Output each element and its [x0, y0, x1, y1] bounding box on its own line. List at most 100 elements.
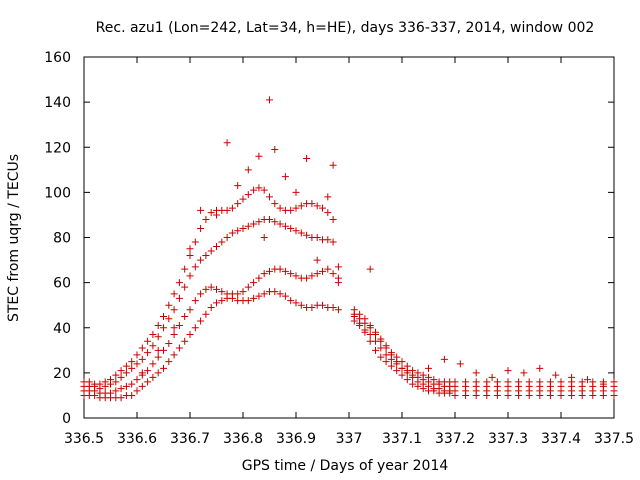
y-tick-label: 60: [53, 276, 71, 292]
data-point: [308, 272, 316, 280]
data-point: [271, 146, 279, 154]
data-point: [398, 371, 406, 379]
x-tick-label: 336.5: [64, 431, 104, 447]
x-axis: 336.5 336.6 336.7 336.8 336.9 337 337.1 337.2 33…: [64, 57, 634, 447]
data-point: [266, 193, 273, 201]
data-point: [117, 385, 125, 393]
data-point: [329, 161, 337, 169]
data-point: [324, 265, 332, 273]
data-point: [287, 206, 295, 214]
series-0: [80, 288, 618, 402]
data-point: [324, 209, 332, 217]
data-point: [154, 369, 162, 377]
data-point: [138, 344, 146, 352]
series-3: [80, 184, 618, 388]
data-point: [260, 290, 268, 298]
data-point: [128, 364, 136, 372]
data-point: [197, 224, 205, 232]
data-point: [213, 299, 220, 307]
data-point: [297, 202, 305, 210]
data-point: [334, 306, 342, 314]
data-point: [319, 267, 326, 275]
data-point: [393, 360, 401, 368]
series-2: [80, 215, 618, 393]
data-point: [117, 373, 125, 381]
data-point: [303, 274, 311, 282]
data-point: [281, 173, 289, 181]
data-point: [255, 152, 263, 160]
data-point: [292, 272, 300, 280]
data-point: [366, 321, 374, 329]
data-point: [207, 209, 215, 217]
data-point: [356, 321, 364, 329]
plot-frame: [83, 56, 615, 419]
data-point: [255, 292, 263, 300]
data-points: [80, 96, 618, 402]
data-point: [202, 285, 210, 293]
data-point: [372, 328, 379, 336]
data-point: [165, 301, 173, 309]
data-point: [175, 279, 183, 287]
data-point: [303, 231, 311, 239]
data-point: [197, 290, 205, 298]
data-point: [536, 378, 544, 386]
data-point: [154, 353, 162, 361]
data-point: [197, 256, 205, 264]
data-point: [244, 222, 252, 230]
y-tick-label: 140: [44, 95, 71, 111]
data-point: [599, 380, 607, 388]
data-point: [520, 369, 528, 377]
data-point: [144, 349, 152, 357]
data-point: [234, 200, 242, 208]
data-point: [260, 234, 268, 241]
y-tick-label: 80: [53, 231, 71, 247]
data-point: [138, 355, 146, 363]
data-point: [462, 378, 470, 386]
data-point: [165, 358, 173, 366]
data-point: [234, 290, 242, 298]
data-point: [329, 238, 337, 246]
data-point: [181, 337, 189, 345]
data-point: [377, 335, 385, 343]
data-point: [128, 391, 136, 399]
y-tick-label: 160: [44, 50, 71, 66]
data-point: [117, 367, 125, 375]
y-axis: 0 20 40 60 80 100 120 140 160: [44, 50, 614, 427]
data-point: [372, 346, 379, 354]
data-point: [218, 238, 226, 246]
data-point: [334, 279, 342, 287]
data-point: [387, 362, 395, 370]
data-point: [319, 204, 326, 212]
data-point: [170, 351, 178, 359]
data-point: [244, 166, 252, 174]
data-point: [292, 188, 300, 196]
data-point: [255, 274, 263, 282]
data-point: [181, 265, 189, 273]
data-point: [398, 358, 406, 366]
data-point: [419, 371, 427, 379]
data-point: [170, 306, 178, 314]
y-tick-label: 120: [44, 140, 71, 156]
data-point: [493, 378, 501, 386]
data-point: [393, 353, 401, 361]
data-point: [610, 378, 618, 386]
data-point: [329, 215, 337, 223]
data-point: [112, 387, 120, 395]
data-point: [207, 247, 215, 255]
data-point: [409, 380, 417, 388]
data-point: [425, 364, 432, 372]
x-tick-label: 337.1: [382, 431, 422, 447]
data-point: [430, 376, 438, 384]
data-point: [568, 373, 576, 381]
x-tick-label: 337.4: [541, 431, 581, 447]
data-point: [122, 362, 130, 370]
y-tick-label: 20: [53, 366, 71, 382]
data-point: [191, 238, 199, 246]
data-point: [308, 303, 316, 311]
data-point: [202, 252, 210, 260]
data-point: [313, 234, 321, 241]
data-point: [133, 387, 141, 395]
data-point: [377, 344, 385, 352]
data-point: [128, 358, 136, 366]
data-point: [149, 331, 157, 339]
